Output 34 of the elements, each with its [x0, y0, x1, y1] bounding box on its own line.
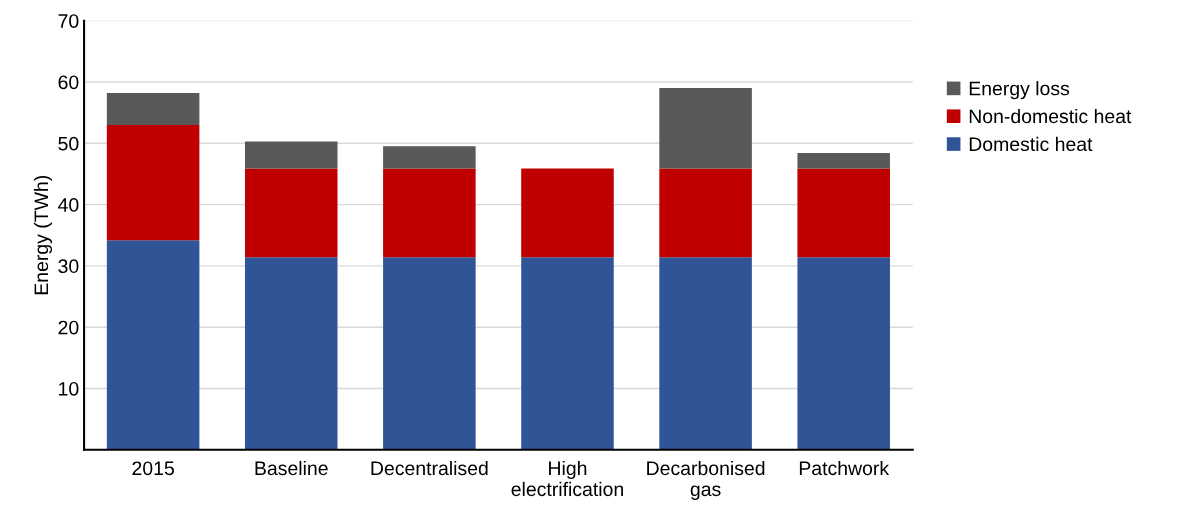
bar — [659, 168, 752, 258]
bar — [106, 240, 200, 450]
y-tick-label: 20 — [58, 320, 79, 335]
bar — [383, 146, 476, 169]
bar — [797, 257, 890, 450]
bar — [244, 257, 338, 450]
bar — [659, 257, 752, 450]
bar — [244, 168, 338, 258]
legend-label: Non-domestic heat — [969, 108, 1132, 124]
bar — [383, 257, 476, 450]
bar — [659, 88, 752, 169]
bar — [383, 168, 476, 258]
y-tick-label: 60 — [58, 75, 79, 90]
bar — [797, 153, 890, 169]
x-tick-label: Patchwork — [799, 460, 890, 476]
bar — [244, 141, 338, 169]
x-tick-label: Decarbonised gas — [647, 460, 765, 500]
x-tick-label: High electrification — [511, 460, 623, 497]
y-axis-title: Energy (TWh) — [33, 175, 53, 295]
y-tick-label: 40 — [58, 198, 79, 212]
bar — [106, 124, 200, 241]
y-tick-label: 70 — [58, 14, 79, 28]
bar — [106, 93, 200, 125]
bar — [521, 168, 614, 258]
bar — [797, 168, 890, 258]
y-tick-label: 10 — [59, 381, 79, 396]
legend-label: Domestic heat — [969, 136, 1093, 152]
x-tick-label: Decentralised — [371, 460, 488, 476]
x-tick-label: 2015 — [132, 461, 174, 476]
y-tick-label: 30 — [58, 259, 79, 274]
x-tick-label: Baseline — [255, 460, 328, 476]
bar — [521, 257, 614, 450]
y-tick-label: 50 — [58, 136, 79, 151]
legend-label: Energy loss — [969, 81, 1070, 100]
